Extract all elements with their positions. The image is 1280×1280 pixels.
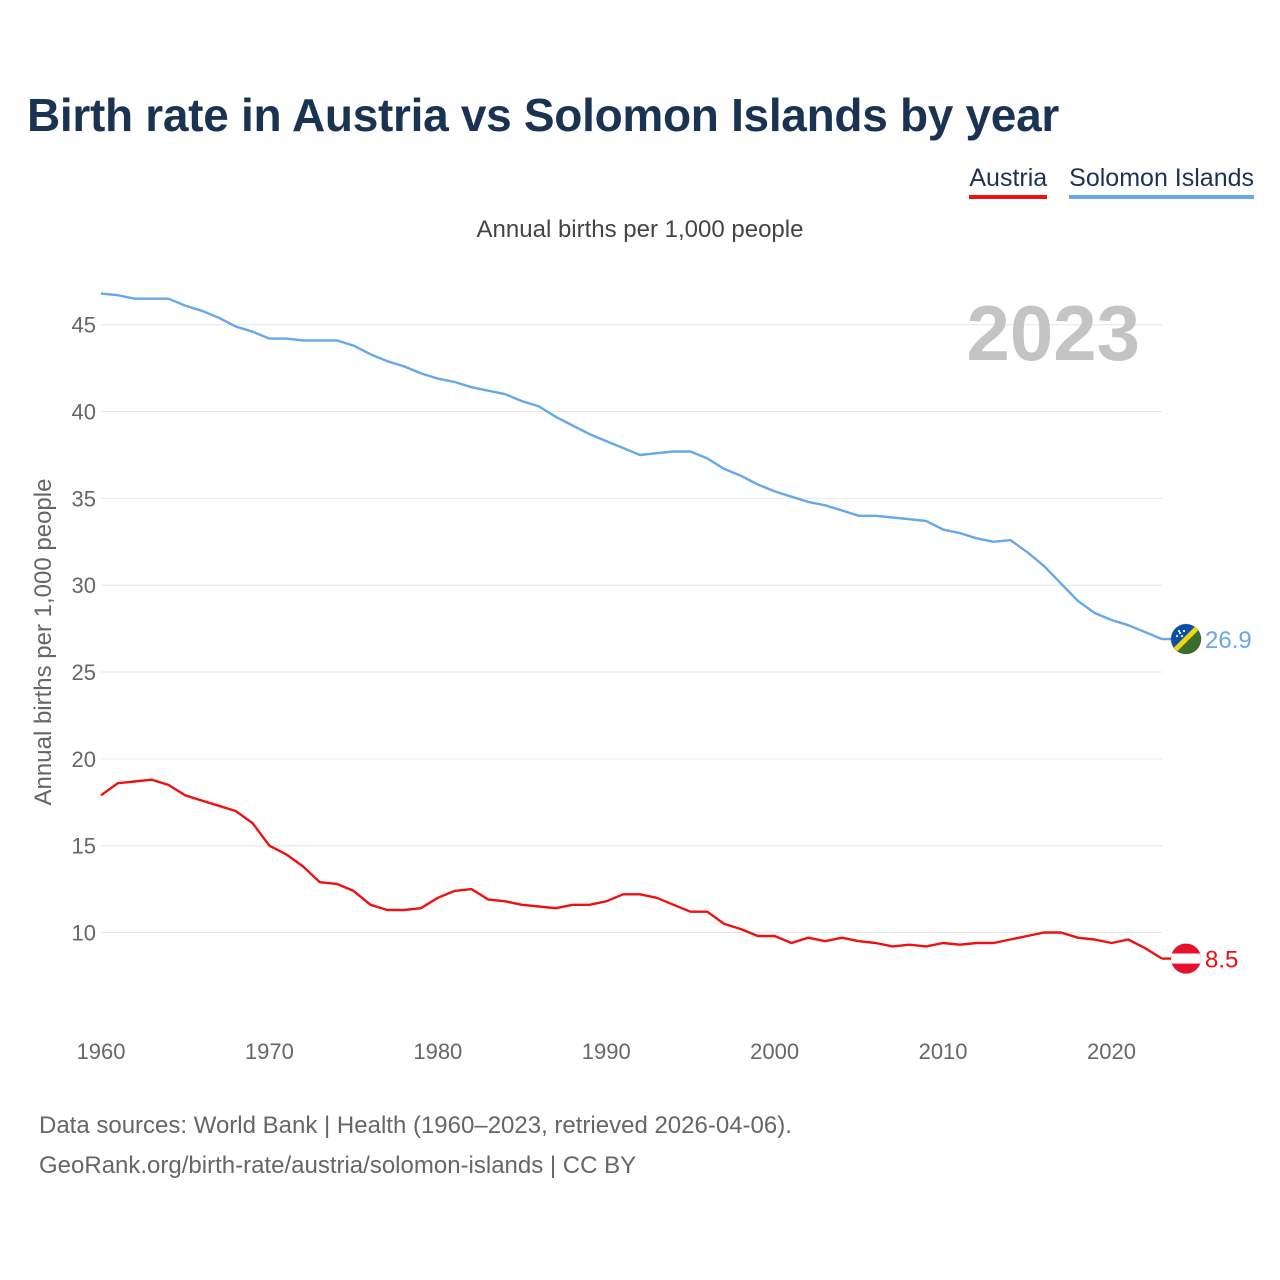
- x-axis-ticks: 1960 1970 1980 1990 2000 2010 2020: [77, 1039, 1136, 1064]
- series-line-solomon-islands[interactable]: [100, 292, 1163, 641]
- y-tick-label: 35: [72, 486, 96, 511]
- end-value-label: 26.9: [1205, 627, 1252, 654]
- y-axis-ticks: 10 15 20 25 30 35 40 45: [72, 313, 96, 946]
- series-line-austria[interactable]: [100, 778, 1163, 960]
- y-tick-label: 20: [72, 747, 96, 772]
- y-tick-label: 15: [72, 834, 96, 859]
- chart-subtitle: Annual births per 1,000 people: [476, 216, 804, 243]
- year-watermark: 2023: [966, 289, 1140, 377]
- x-tick-label: 2000: [750, 1039, 799, 1064]
- y-axis-title: Annual births per 1,000 people: [30, 479, 57, 806]
- source-url[interactable]: GeoRank.org/birth-rate/austria/solomon-i…: [39, 1152, 637, 1179]
- y-tick-label: 10: [72, 921, 96, 946]
- y-tick-label: 25: [72, 660, 96, 685]
- solomon-islands-flag-icon: [1170, 623, 1202, 655]
- x-tick-label: 1970: [245, 1039, 294, 1064]
- grid-lines: [101, 324, 1162, 934]
- y-tick-label: 45: [72, 313, 96, 338]
- source-note: Data sources: World Bank | Health (1960–…: [39, 1106, 792, 1186]
- y-tick-label: 40: [72, 400, 96, 425]
- source-line: Data sources: World Bank | Health (1960–…: [39, 1112, 792, 1139]
- end-value-label: 8.5: [1205, 947, 1238, 974]
- x-tick-label: 2020: [1087, 1039, 1136, 1064]
- austria-flag-icon: [1170, 943, 1202, 975]
- series-group: [100, 292, 1163, 960]
- legend: Austria Solomon Islands: [969, 164, 1254, 199]
- legend-item-solomon-islands[interactable]: Solomon Islands: [1069, 164, 1254, 199]
- legend-item-austria[interactable]: Austria: [969, 164, 1048, 199]
- page-title: Birth rate in Austria vs Solomon Islands…: [27, 89, 1059, 141]
- x-tick-label: 2010: [919, 1039, 968, 1064]
- x-tick-label: 1960: [77, 1039, 126, 1064]
- y-tick-label: 30: [72, 573, 96, 598]
- series-endpoints: 8.5 26.9: [1162, 623, 1252, 975]
- x-tick-label: 1980: [413, 1039, 462, 1064]
- x-tick-label: 1990: [582, 1039, 631, 1064]
